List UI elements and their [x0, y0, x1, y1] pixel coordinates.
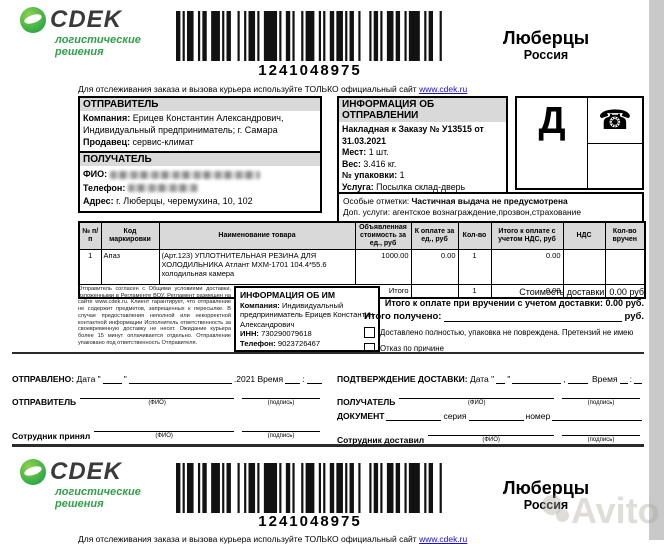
document-line: ДОКУМЕНТ серия номер	[337, 411, 644, 422]
sender-signature-line: ОТПРАВИТЕЛЬ (ФИО) (подпись)	[12, 388, 324, 407]
cdek-tagline: логистические решения	[55, 34, 141, 59]
payment-summary: Стоимость доставки: 0.00 руб Итого к опл…	[364, 287, 644, 354]
receiver-box: ПОЛУЧАТЕЛЬ ФИО: Телефон: Адрес: г. Любер…	[78, 151, 322, 213]
delivered-checkbox-row: Доставлено полностью, упаковка не повреж…	[364, 327, 644, 338]
sender-title: ОТПРАВИТЕЛЬ	[80, 98, 320, 111]
receiver-address-line: Адрес: г. Люберцы, черемухина, 10, 102	[83, 196, 253, 206]
barcode-number-top: 1241048975	[258, 62, 362, 79]
cdek-logo-icon	[20, 459, 46, 485]
delivery-mode-box: Д ☎	[515, 96, 644, 190]
phone-icon: ☎	[588, 98, 642, 144]
destination-country: Россия	[523, 497, 569, 512]
terms-text: Отправитель согласен с Общими условиями …	[78, 286, 231, 346]
shipment-info-title: ИНФОРМАЦИЯ ОБ ОТПРАВЛЕНИИ	[339, 98, 506, 122]
receiver-phone-line: Телефон:	[83, 182, 317, 196]
copy-divider	[12, 444, 644, 447]
staff-delivered-line: Сотрудник доставил (ФИО) (подпись)	[337, 425, 644, 445]
destination-city: Люберцы	[502, 28, 590, 48]
service-line: Услуга: Посылка склад-дверь	[342, 182, 466, 193]
im-company-line: Компания: Индивидуальный предприниматель…	[240, 300, 374, 329]
sender-company-line: Компания: Ерицев Константин Александрови…	[83, 113, 284, 135]
empty-cell	[588, 144, 642, 188]
received-line: Итого получено: руб.	[364, 311, 644, 322]
cdek-logo: CDEK логистические решения	[20, 6, 180, 58]
tracking-notice: Для отслеживания заказа и вызова курьера…	[78, 84, 468, 94]
special-notes-box: Особые отметки: Частичная выдача не пред…	[337, 192, 644, 223]
cdek-logo-bottom: CDEK логистические решения	[20, 458, 180, 510]
cdek-site-link[interactable]: www.cdek.ru	[419, 84, 468, 94]
page-background-strip	[649, 0, 664, 540]
extra-services-line: Доп. услуги: агентское вознаграждение,пр…	[343, 207, 581, 218]
sender-seller-line: Продавец: сервис-климат	[83, 136, 194, 147]
item-row: 1 Апаз (Арт.123) УПЛОТНИТЕЛЬНАЯ РЕЗИНА Д…	[78, 249, 646, 286]
receiver-fio-line: ФИО:	[83, 168, 317, 182]
im-info-box: ИНФОРМАЦИЯ ОБ ИМ Компания: Индивидуальны…	[234, 286, 380, 353]
delivery-mode-letter: Д	[538, 100, 566, 142]
sent-signature-block: ОТПРАВЛЕНО: Дата " " .2021 Время: ОТПРАВИТ…	[12, 374, 324, 445]
weight-line: Вес: 3.416 кг.	[342, 158, 397, 169]
section-divider	[12, 352, 644, 354]
delivered-checkbox	[364, 327, 375, 338]
im-phone-line: Телефон: 9023726467	[240, 338, 321, 348]
destination-block: Люберцы Россия	[488, 28, 604, 63]
im-inn-line: ИНН: 730290079618	[240, 329, 312, 339]
barcode-bottom	[176, 463, 444, 513]
shipment-info-box: ИНФОРМАЦИЯ ОБ ОТПРАВЛЕНИИ Накладная к За…	[337, 96, 508, 198]
im-info-title: ИНФОРМАЦИЯ ОБ ИМ	[240, 290, 335, 300]
cdek-brand-text: CDEK	[50, 6, 123, 33]
sender-box: ОТПРАВИТЕЛЬ Компания: Ерицев Константин …	[78, 96, 322, 153]
cdek-site-link[interactable]: www.cdek.ru	[419, 534, 468, 544]
package-line: № упаковки: 1	[342, 170, 405, 181]
receiver-title: ПОЛУЧАТЕЛЬ	[80, 153, 320, 166]
delivery-cost-line: Стоимость доставки: 0.00 руб	[519, 287, 644, 297]
destination-city: Люберцы	[502, 478, 590, 498]
barcode-number-bottom: 1241048975	[258, 513, 362, 530]
receiver-signature-line: ПОЛУЧАТЕЛЬ (ФИО) (подпись)	[337, 388, 644, 407]
receiver-fio-redacted	[109, 170, 260, 179]
items-table: № п/п Код маркировки Наименование товара…	[78, 221, 646, 300]
special-notes-line: Особые отметки: Частичная выдача не пред…	[343, 196, 568, 206]
destination-block-bottom: Люберцы Россия	[488, 478, 604, 513]
destination-country: Россия	[523, 47, 569, 62]
staff-received-line: Сотрудник принял (ФИО) (подпись)	[12, 421, 324, 441]
cdek-brand-text: CDEK	[50, 458, 123, 485]
tracking-notice-bottom: Для отслеживания заказа и вызова курьера…	[78, 534, 468, 544]
cdek-tagline: логистические решения	[55, 486, 141, 511]
delivery-confirmation-block: ПОДТВЕРЖДЕНИЕ ДОСТАВКИ: Дата " ", Время: …	[337, 374, 644, 449]
invoice-line: Накладная к Заказу № У13515 от 31.03.202…	[342, 124, 484, 146]
places-line: Мест: 1 шт.	[342, 147, 389, 158]
items-header-row: № п/п Код маркировки Наименование товара…	[78, 221, 646, 251]
cdek-logo-icon	[20, 7, 46, 33]
receiver-phone-redacted	[127, 184, 198, 193]
total-due-line: Итого к оплате при вручении с учетом дос…	[384, 298, 644, 308]
barcode-top	[176, 11, 444, 61]
sent-date-line: ОТПРАВЛЕНО: Дата " " .2021 Время:	[12, 374, 324, 384]
confirm-date-line: ПОДТВЕРЖДЕНИЕ ДОСТАВКИ: Дата " ", Время:	[337, 374, 644, 384]
